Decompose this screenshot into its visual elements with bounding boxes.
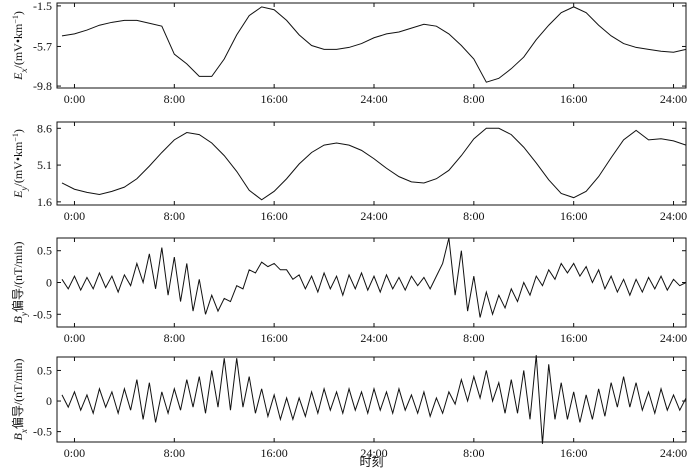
y-axis-label: By偏导/(nT/min) [10,241,29,323]
y-axis-label-symbol: B [11,433,25,441]
x-tick-label: 24:00 [360,331,387,345]
y-axis-label-symbol: B [11,316,25,324]
y-tick-label: 8.6 [37,121,52,135]
x-tick-label: 0:00 [64,209,85,223]
x-tick-label: 16:00 [560,92,587,106]
x-tick-label: 16:00 [560,446,587,460]
x-tick-label: 24:00 [360,446,387,460]
y-axis-label-close: ) [11,129,25,133]
x-tick-label: 16:00 [260,92,287,106]
y-axis-label-unit: 偏导/(nT/min) [10,241,25,312]
y-axis-label-unit: /(mV•km [11,141,25,187]
x-tick-label: 24:00 [360,92,387,106]
y-tick-label: 0.5 [37,244,52,258]
x-tick-label: 0:00 [64,331,85,345]
plot-frame [56,2,687,89]
y-tick-label: -0.5 [33,307,52,321]
x-tick-label: 24:00 [360,209,387,223]
x-tick-label: 8:00 [164,209,185,223]
x-tick-label: 24:00 [660,209,687,223]
y-axis-label: Ey/(mV•km−1) [11,129,30,199]
data-line [61,355,687,444]
x-tick-label: 8:00 [463,331,484,345]
y-axis-label-superscript: −1 [11,133,20,142]
y-axis-label-unit: /(mV•km [11,23,25,69]
x-tick-label: 16:00 [260,331,287,345]
y-tick-label: -5.7 [33,39,52,53]
y-tick-label: 5.1 [37,158,52,172]
panel: 0:00 8:00 16:00 24:00 8:00 16:00 24:00 -1.5 -5.7… [11,0,688,106]
y-tick-label: 0 [46,394,52,408]
x-tick-label: 24:00 [660,446,687,460]
x-tick-label: 8:00 [463,446,484,460]
y-tick-label: -1.5 [33,0,52,13]
x-tick-label: 16:00 [560,331,587,345]
y-axis-label: Bx偏导/(nT/min) [10,358,29,440]
y-axis-label-subscript: y [19,312,29,317]
panel: 0:00 8:00 16:00 24:00 8:00 16:00 24:00 0.5 0 -0.5… [10,355,687,469]
x-tick-label: 24:00 [660,92,687,106]
x-tick-label: 8:00 [164,331,185,345]
y-axis-label-subscript: y [19,187,29,192]
y-axis-label-unit: 偏导/(nT/min) [10,358,25,429]
x-tick-label: 8:00 [164,446,185,460]
x-tick-label: 8:00 [463,209,484,223]
x-tick-label: 8:00 [164,92,185,106]
y-axis-label-superscript: −1 [11,15,20,24]
x-tick-label: 0:00 [64,446,85,460]
y-axis-label-symbol: E [11,190,25,199]
x-tick-label: 0:00 [64,92,85,106]
x-axis-label: 时刻 [359,455,383,469]
data-line [61,237,687,318]
y-axis-label-subscript: x [19,69,29,74]
y-tick-label: -9.8 [33,79,52,93]
y-axis-label-symbol: E [11,72,25,81]
plot-frame [56,121,687,206]
y-axis-label-subscript: x [19,429,29,434]
y-tick-label: 0 [46,276,52,290]
y-axis-label-close: ) [11,11,25,15]
x-tick-label: 16:00 [260,446,287,460]
y-tick-label: -0.5 [33,425,52,439]
x-tick-label: 16:00 [260,209,287,223]
y-tick-label: 0.5 [37,363,52,377]
y-axis-label: Ex/(mV•km−1) [11,11,30,81]
x-tick-label: 8:00 [463,92,484,106]
panel: 0:00 8:00 16:00 24:00 8:00 16:00 24:00 1.6 5.1 8.… [11,121,688,223]
panel: 0:00 8:00 16:00 24:00 8:00 16:00 24:00 0.5 0 -0.5… [10,237,687,345]
plot-frame [56,356,687,443]
data-line [61,6,687,83]
x-tick-label: 16:00 [560,209,587,223]
data-line [61,127,687,201]
x-tick-label: 24:00 [660,331,687,345]
y-tick-label: 1.6 [37,195,52,209]
